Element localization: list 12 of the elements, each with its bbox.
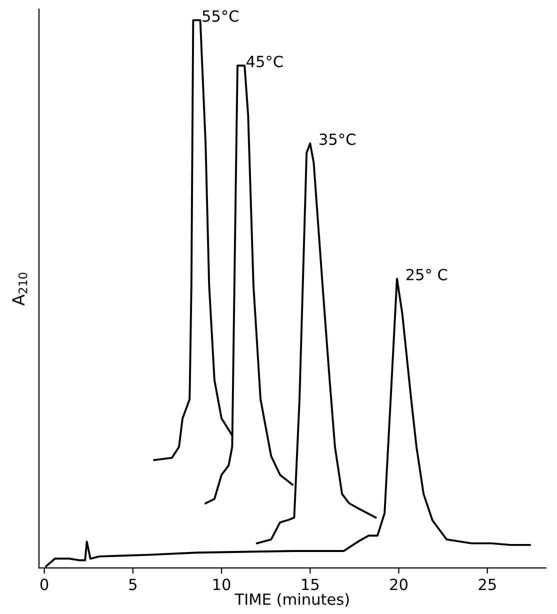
series-label: 45°C	[246, 56, 283, 68]
x-tick-label: 0	[40, 578, 48, 590]
x-axis-title: TIME (minutes)	[234, 593, 349, 607]
x-tick-label: 5	[129, 578, 136, 590]
series-label: 35°C	[320, 134, 356, 146]
x-tick-label: 10	[213, 578, 230, 590]
x-tick-label: 20	[390, 578, 408, 590]
x-tick-label: 25	[478, 578, 496, 590]
y-axis-title: A$_{210}$	[12, 272, 28, 306]
series-label: 55°C	[202, 10, 238, 22]
x-tick-label: 15	[302, 578, 319, 590]
series-label: 25° C	[406, 268, 448, 280]
